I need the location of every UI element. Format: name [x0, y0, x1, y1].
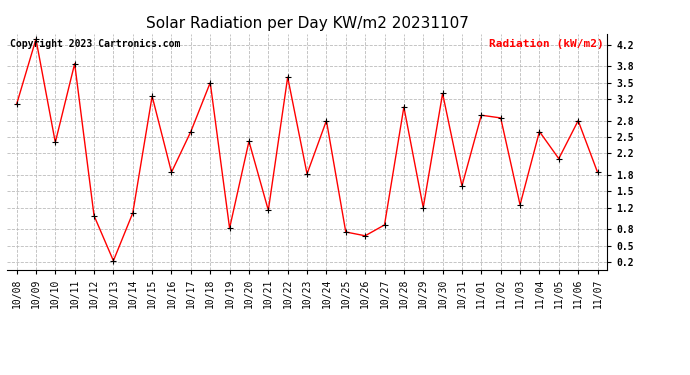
Text: Radiation (kW/m2): Radiation (kW/m2) [489, 39, 604, 48]
Title: Solar Radiation per Day KW/m2 20231107: Solar Radiation per Day KW/m2 20231107 [146, 16, 469, 31]
Text: Copyright 2023 Cartronics.com: Copyright 2023 Cartronics.com [10, 39, 180, 48]
